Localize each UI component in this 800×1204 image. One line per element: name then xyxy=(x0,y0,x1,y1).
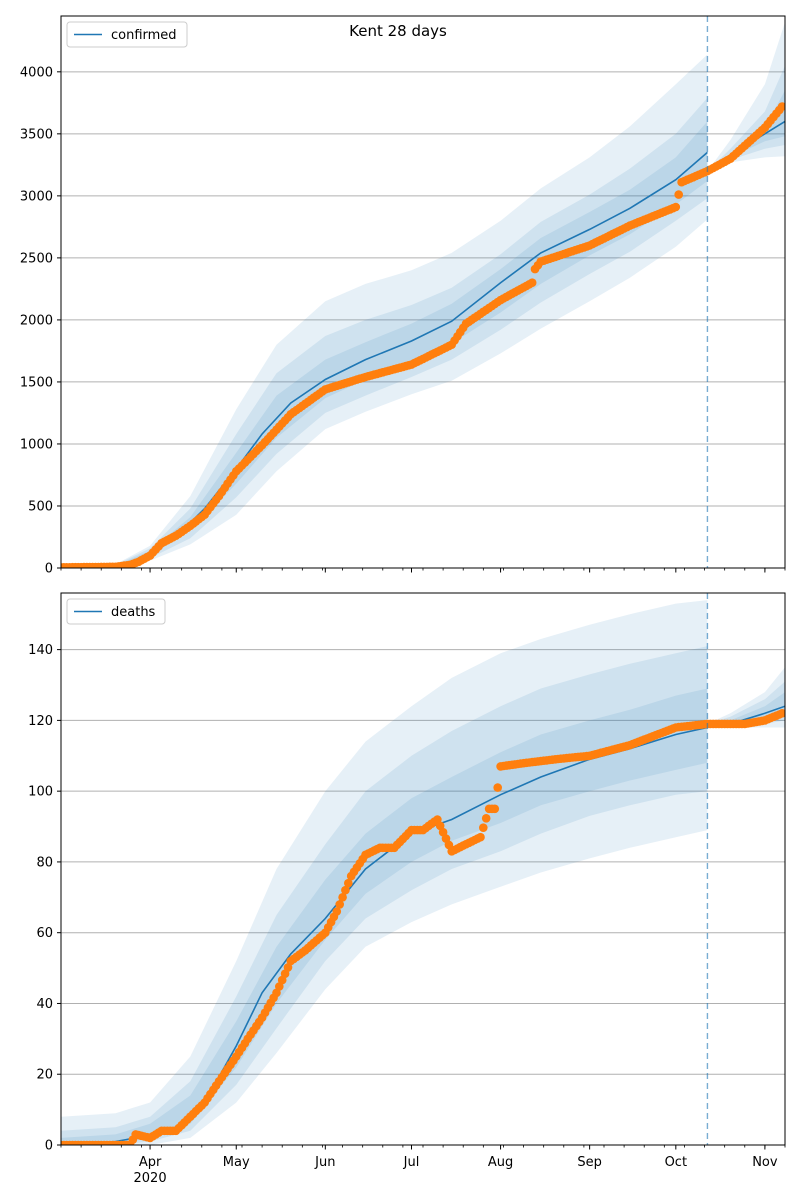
observed-point xyxy=(476,832,485,842)
observed-point xyxy=(671,202,681,212)
y-tick-label: 3500 xyxy=(20,127,53,142)
y-tick-label: 1000 xyxy=(20,437,53,452)
y-tick-label: 1500 xyxy=(20,375,53,390)
y-tick-label: 20 xyxy=(36,1068,53,1083)
observed-point xyxy=(338,893,347,902)
x-tick-label: Oct xyxy=(665,1155,687,1170)
y-tick-label: 0 xyxy=(45,562,53,577)
legend-label: deaths xyxy=(111,605,156,620)
y-tick-label: 500 xyxy=(28,499,53,514)
x-tick-label: Sep xyxy=(577,1155,602,1170)
observed-point xyxy=(335,900,345,909)
x-tick-label: Jul xyxy=(403,1155,420,1170)
x-tick-label: May xyxy=(223,1155,250,1170)
uncertainty-band-middle xyxy=(61,97,708,568)
x-tick-label: Apr xyxy=(139,1155,162,1170)
legend-box xyxy=(66,598,166,625)
observed-point xyxy=(341,885,350,895)
observed-point xyxy=(481,814,491,823)
observed-point xyxy=(493,783,503,792)
plot-area xyxy=(61,22,785,568)
y-tick-label: 60 xyxy=(36,926,53,941)
plot-area xyxy=(61,600,785,1145)
y-tick-label: 4000 xyxy=(20,65,53,80)
figure-title: Kent 28 days xyxy=(349,22,447,40)
legend-box xyxy=(66,21,188,48)
uncertainty-band-inner xyxy=(61,121,708,568)
y-tick-label: 80 xyxy=(36,855,53,870)
forecast-band-middle xyxy=(707,65,785,172)
y-tick-label: 40 xyxy=(36,997,53,1012)
uncertainty-band-outer xyxy=(61,54,708,568)
observed-point xyxy=(490,804,500,814)
y-tick-label: 0 xyxy=(45,1139,53,1154)
y-tick-label: 2500 xyxy=(20,251,53,266)
confirmed-panel: 0 500 1000 1500 2000 2500 3000 3500 4000 confirme… xyxy=(20,15,786,577)
x-tick-label: Aug xyxy=(488,1155,513,1170)
y-tick-label: 3000 xyxy=(20,189,53,204)
observed-point xyxy=(275,982,284,991)
observed-point xyxy=(277,975,287,985)
x-tick-label: 2020 xyxy=(134,1171,167,1186)
legend: confirmed xyxy=(66,21,188,48)
y-tick-label: 100 xyxy=(28,785,53,800)
x-tick-label: Nov xyxy=(752,1155,778,1170)
observed-point xyxy=(435,821,445,831)
x-tick-label: Jun xyxy=(314,1155,335,1170)
legend: deaths xyxy=(66,598,166,625)
y-tick-label: 2000 xyxy=(20,313,53,328)
legend-label: confirmed xyxy=(111,28,177,43)
observed-point xyxy=(332,907,342,916)
observed-point xyxy=(438,827,448,837)
observed-point xyxy=(479,823,488,832)
uncertainty-band-outer xyxy=(61,600,708,1145)
observed-point xyxy=(344,878,353,888)
uncertainty-band-inner xyxy=(61,688,708,1145)
observed-point xyxy=(674,190,683,199)
y-tick-label: 140 xyxy=(28,643,53,658)
uncertainty-band-middle xyxy=(61,646,708,1145)
y-tick-label: 120 xyxy=(28,714,53,729)
observed-point xyxy=(777,709,785,718)
observed-point xyxy=(777,102,785,111)
observed-point xyxy=(527,278,537,288)
